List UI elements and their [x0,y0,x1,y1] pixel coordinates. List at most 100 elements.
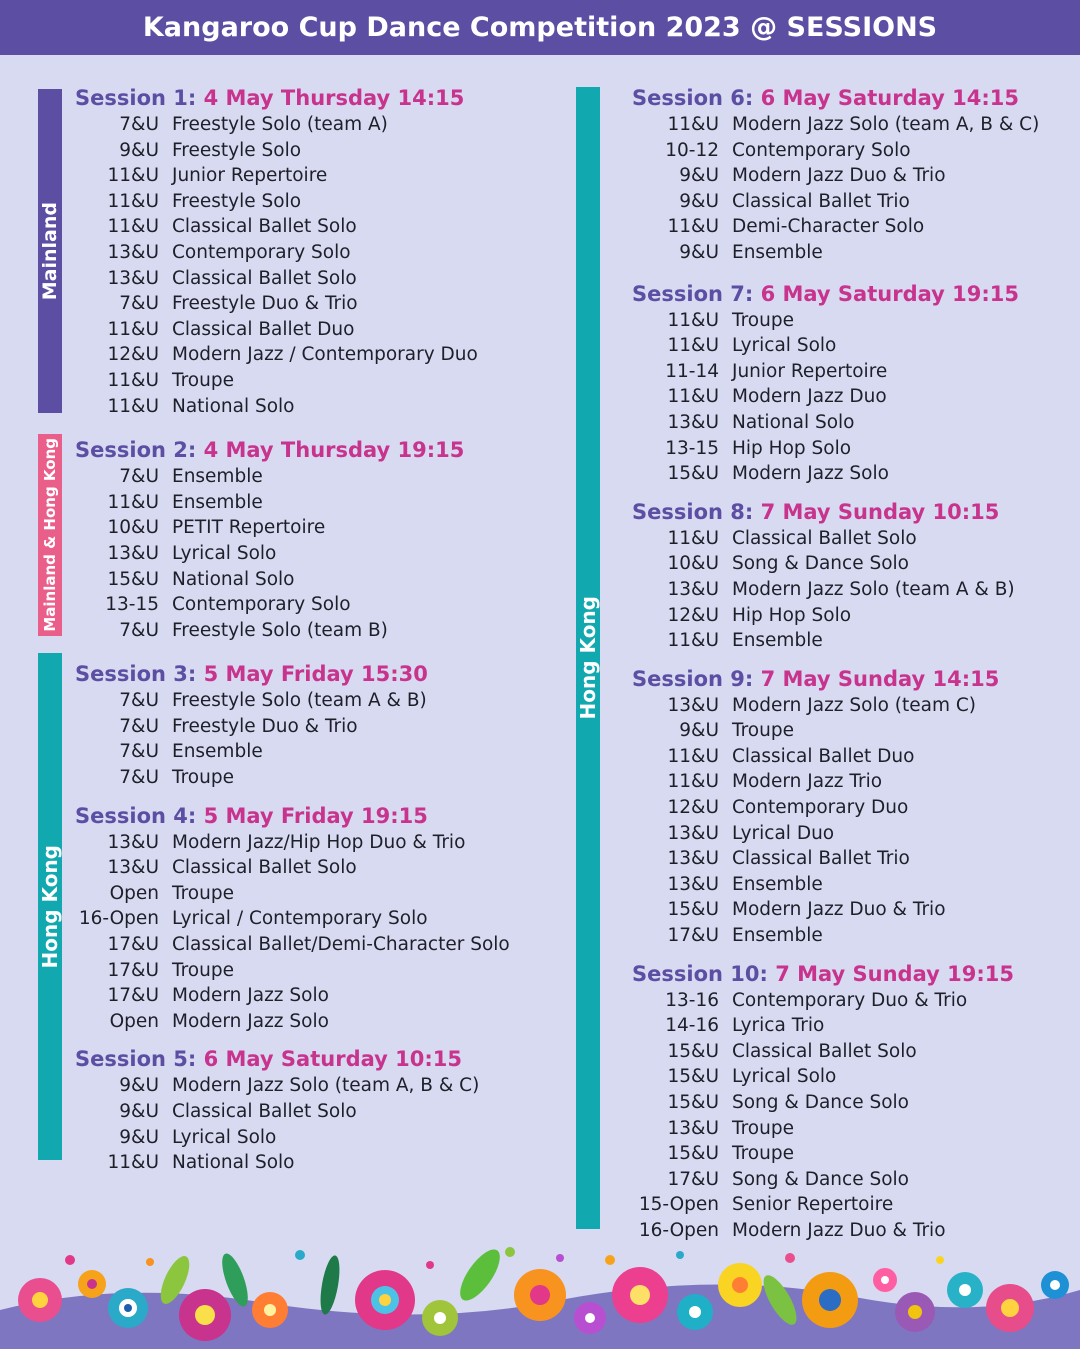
entry-event: Freestyle Solo (team A) [172,114,388,135]
entry-event: Troupe [172,369,234,391]
session-2: Session 2: 4 May Thursday 19:15 7&U Ensem… [75,436,510,643]
schedule-entry: 17&U Classical Ballet/Demi-Character Solo [75,932,509,958]
schedule-entry: 9&U Classical Ballet Trio [632,189,1039,215]
entry-age-group: 11&U [667,386,719,408]
session-3: Session 3: 5 May Friday 15:30 7&U Freesty… [75,660,510,790]
schedule-entry: 11&U Freestyle Solo [75,189,510,215]
schedule-entry: 11&U Modern Jazz Duo [632,384,1039,410]
schedule-entry: 10-12 Contemporary Solo [632,138,1039,164]
entry-event: National Solo [172,1152,295,1174]
session-datetime: 4 May Thursday 19:15 [203,438,465,463]
entry-age-group: 11&U [667,309,719,331]
schedule-entry: 7&U Freestyle Duo & Trio [75,291,510,317]
session-6: Session 6: 6 May Saturday 14:15 11&U Mode… [632,84,1039,266]
schedule-entry: 15&U Song & Dance Solo [632,1090,1039,1116]
session-label: Session 10: [632,961,768,986]
entry-event: Modern Jazz Solo [732,463,889,485]
session-title: Session 4: 5 May Friday 19:15 [75,802,510,830]
schedule-entry: 9&U Modern Jazz Solo (team A, B & C) [75,1073,510,1099]
schedule-entry: 13&U Ensemble [632,872,1039,898]
session-label: Session 6: [632,86,754,110]
schedule-entry: 9&U Modern Jazz Duo & Trio [632,163,1039,189]
schedule-entry: 13&U Modern Jazz Solo (team A & B) [632,577,1039,603]
session-5: Session 5: 6 May Saturday 10:15 9&U Moder… [75,1045,510,1175]
entry-event: Junior Repertoire [172,165,328,187]
schedule-entry: 13&U Contemporary Solo [75,240,510,266]
schedule-entry: Open Troupe [75,881,510,907]
entry-event: Classical Ballet Solo [172,216,357,238]
entry-age-group: Open [109,1010,159,1032]
entry-age-group: 14-16 [665,1015,719,1037]
entry-age-group: 13&U [667,848,719,870]
schedule-entry: 11&U Modern Jazz Solo (team A, B & C) [632,112,1039,138]
schedule-entry: 15&U Modern Jazz Duo & Trio [632,897,1039,923]
session-label: Session 9: [632,666,754,691]
entry-age-group: 7&U [119,767,159,789]
entry-event: Modern Jazz Duo & Trio [732,899,946,921]
entry-event: Troupe [732,1143,794,1165]
schedule-entry: 13&U Modern Jazz/Hip Hop Duo & Trio [75,830,510,856]
entry-age-group: 7&U [119,715,159,737]
schedule-entry: 11&U Classical Ballet Duo [632,744,1039,770]
entry-event: Classical Ballet Trio [732,848,910,870]
region-band-mainland-hong-kong: Mainland & Hong Kong [38,434,62,636]
schedule-entry: 9&U Classical Ballet Solo [75,1099,510,1125]
entry-age-group: 17&U [667,1168,719,1190]
schedule-entry: 11-14 Junior Repertoire [632,359,1039,385]
entry-age-group: 15&U [667,1066,719,1088]
session-datetime: 7 May Sunday 10:15 [760,499,1000,524]
entry-event: Contemporary Solo [172,241,351,263]
entry-age-group: 12&U [107,344,159,366]
region-band-hong-kong-left: Hong Kong [38,653,62,1160]
entry-age-group: 10&U [667,553,719,575]
session-title: Session 6: 6 May Saturday 14:15 [632,84,1039,112]
schedule-entry: 7&U Freestyle Solo (team A & B) [75,688,510,714]
entry-event: Lyrical Solo [732,335,837,357]
entry-event: National Solo [172,568,295,590]
schedule-entry: 13-15 Hip Hop Solo [632,436,1039,462]
session-label: Session 5: [75,1047,197,1072]
entry-event: Classical Ballet Solo [732,527,917,549]
entry-age-group: 11&U [107,216,159,238]
entry-event: Lyrical / Contemporary Solo [172,908,428,930]
schedule-entry: 9&U Troupe [632,718,1039,744]
entry-event: Junior Repertoire [732,360,888,382]
schedule-entry: 9&U Freestyle Solo [75,138,510,164]
schedule-entry: 11&U National Solo [75,1150,510,1176]
entry-event: Lyrica Trio [732,1015,825,1037]
entry-event: Modern Jazz Solo [172,1010,329,1032]
schedule-entry: 17&U Troupe [75,958,510,984]
entry-age-group: 17&U [107,934,159,956]
schedule-entry: 7&U Ensemble [75,739,510,765]
entry-age-group: 13&U [107,241,159,263]
entry-age-group: 16-Open [638,1219,719,1241]
schedule-entry: 11&U Ensemble [75,490,510,516]
entry-age-group: 11&U [107,491,159,513]
entry-age-group: 13&U [667,694,719,716]
entry-event: Troupe [172,882,234,904]
entry-event: Classical Ballet Solo [172,1101,357,1122]
entry-event: Classical Ballet Solo [172,857,357,879]
session-label: Session 2: [75,438,197,463]
session-10: Session 10: 7 May Sunday 19:15 13-16 Cont… [632,960,1039,1244]
session-datetime: 7 May Sunday 19:15 [775,961,1014,986]
schedule-entry: 15&U Lyrical Solo [632,1064,1039,1090]
entry-age-group: 11&U [107,369,159,391]
entry-age-group: 9&U [679,241,719,263]
entry-age-group: 7&U [119,690,159,712]
flower-decorations [18,1247,1069,1341]
entry-age-group: 9&U [119,139,159,161]
schedule-entry: 15&U National Solo [75,567,510,593]
entry-event: Ensemble [732,241,823,263]
schedule-entry: 13&U Lyrical Solo [75,541,510,567]
entry-event: Troupe [172,767,234,789]
entry-event: National Solo [172,395,295,417]
entry-event: Contemporary Solo [172,594,351,616]
entry-event: Lyrical Duo [732,822,835,844]
entry-age-group: 17&U [107,959,159,981]
entry-age-group: 7&U [119,114,159,135]
floral-footer-illustration [0,1247,1080,1349]
session-label: Session 8: [632,499,754,524]
entry-event: Ensemble [172,741,263,763]
session-label: Session 7: [632,281,754,306]
